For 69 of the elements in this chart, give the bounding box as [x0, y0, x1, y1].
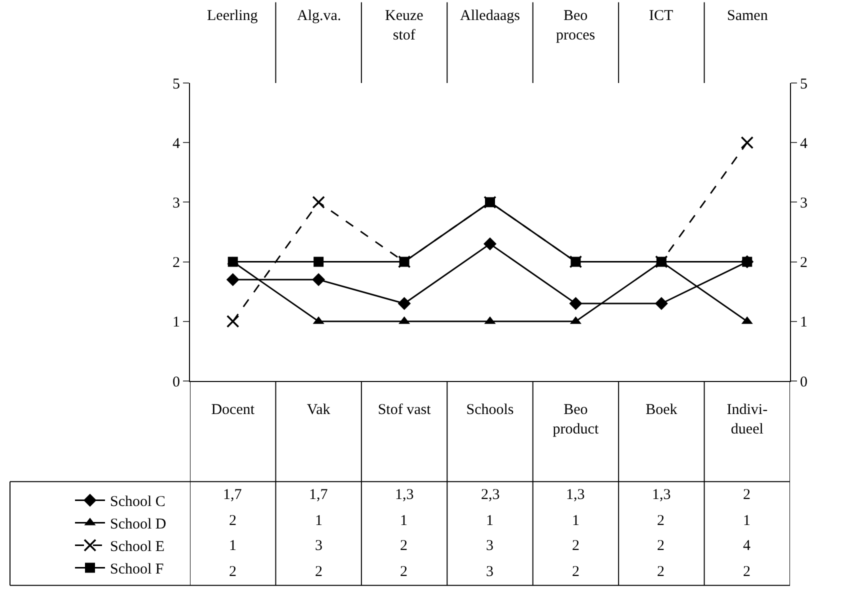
data-label: 2	[315, 564, 322, 580]
x-tick-label: Boek	[646, 402, 678, 418]
data-label: 1,3	[395, 487, 414, 503]
data-label: 1,7	[309, 487, 328, 503]
point	[312, 196, 325, 209]
data-label: 1	[400, 513, 408, 529]
y-tick-label: 0	[172, 374, 180, 390]
x-tick-label: Stof vast	[378, 402, 432, 418]
text: Alledaags	[460, 8, 520, 24]
legend-label: School F	[110, 562, 164, 578]
data-label: 1,3	[566, 487, 585, 503]
point	[569, 297, 582, 310]
data-label: 1,7	[223, 487, 242, 503]
point	[654, 297, 668, 310]
data-label: 2	[572, 564, 580, 580]
x-tick-label: Indivi-dueel	[726, 402, 768, 438]
data-label: 2	[743, 564, 750, 580]
y-tick-label: 3	[172, 195, 180, 212]
data-label: 2	[229, 513, 236, 529]
text: Keuze stof	[385, 8, 424, 44]
data-label: 2	[743, 487, 750, 503]
y2-tick-label: 2	[800, 255, 808, 272]
data-label: 2	[657, 564, 664, 580]
y2-tick-label: 3	[800, 195, 808, 212]
point	[314, 256, 324, 267]
data-label: 1	[315, 513, 322, 529]
data-label: 2	[657, 538, 664, 554]
point	[226, 315, 240, 328]
data-label: 2	[400, 538, 408, 554]
y-tick-label: 1	[172, 314, 180, 331]
data-label: 2	[572, 538, 580, 554]
x-tick-label: Schools	[466, 402, 514, 418]
data-label: 1	[486, 513, 494, 529]
data-label: 3	[486, 564, 494, 580]
text: ICT	[649, 8, 674, 24]
point	[484, 237, 496, 250]
y2-tick-label: 4	[800, 136, 808, 152]
y2-tick-label: 5	[800, 76, 808, 92]
x-tick-label: Beo product	[552, 402, 600, 438]
data-label: 2	[229, 564, 236, 580]
point	[228, 256, 238, 267]
point	[398, 297, 411, 310]
text: Leerling	[207, 8, 258, 24]
legend-label: School E	[110, 539, 165, 556]
text: Beo proces	[556, 8, 596, 44]
data-label: 3	[486, 538, 494, 554]
data-label: 4	[743, 538, 751, 554]
data-label: 1	[229, 538, 236, 554]
y2-tick-label: 1	[800, 314, 808, 331]
point	[312, 273, 326, 286]
legend-label: School D	[110, 516, 166, 533]
point	[740, 136, 754, 149]
y-tick-label: 5	[172, 76, 180, 92]
y-tick-label: 4	[172, 136, 180, 152]
data-label: 2	[400, 564, 408, 580]
x-tick-label: Docent	[211, 402, 256, 418]
data-label: 3	[315, 538, 322, 554]
text: Alg.va.	[297, 8, 342, 24]
data-label: 1	[743, 513, 750, 529]
legend-label: School C	[110, 494, 166, 510]
y-tick-label: 2	[172, 255, 180, 272]
data-label: 1,3	[652, 487, 671, 503]
point	[226, 273, 240, 286]
x-tick-label: Vak	[306, 402, 331, 418]
data-label: 2	[657, 513, 664, 529]
y2-tick-label: 0	[800, 374, 808, 390]
data-label: 1	[572, 513, 580, 529]
data-label: 2,3	[481, 487, 500, 503]
text: Samen	[727, 8, 768, 24]
